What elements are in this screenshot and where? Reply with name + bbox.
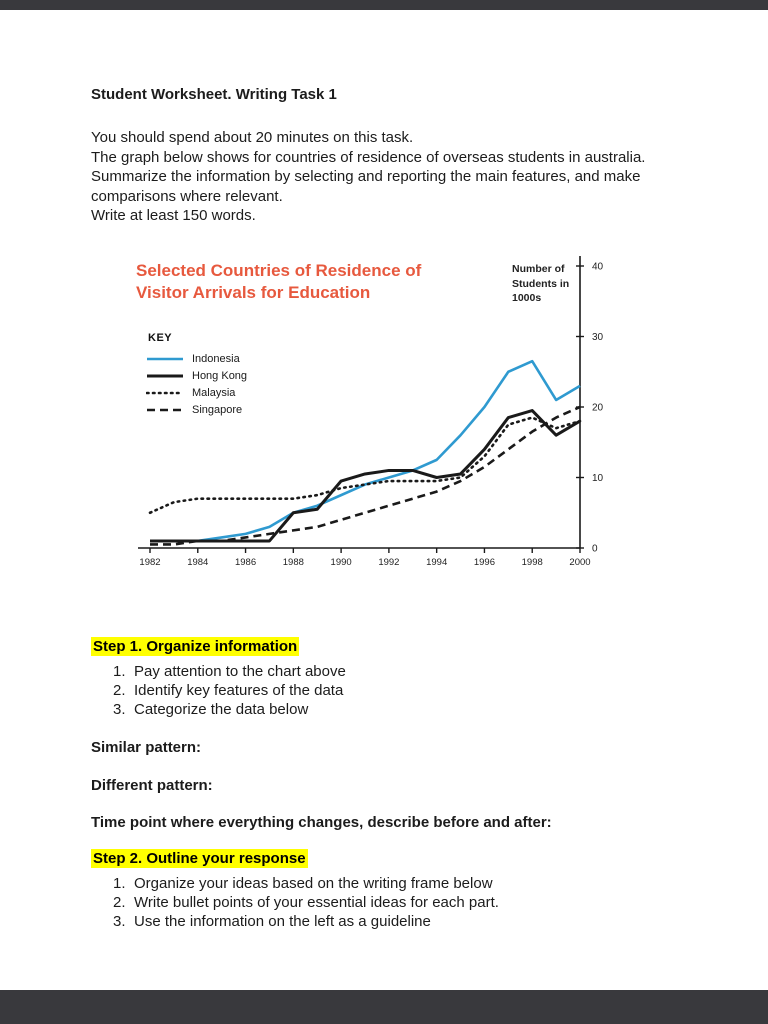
list-item: 2. Identify key features of the data (113, 681, 673, 700)
y-tick-label: 0 (592, 544, 598, 555)
prompt-similar-pattern: Similar pattern: (91, 739, 202, 756)
x-tick-label: 1998 (522, 557, 543, 568)
list-item-number: 1. (113, 875, 126, 892)
x-tick-label: 1996 (474, 557, 495, 568)
x-tick-label: 1982 (139, 557, 160, 568)
x-tick-label: 1994 (426, 557, 447, 568)
chart-canvas: 0 10 20 30 40 1982 1984 1986 1988 1990 1992 1994 199… (138, 256, 604, 568)
chart-y-axis-label: Number of Students in 1000s (512, 263, 570, 305)
y-tick-label: 30 (592, 332, 604, 343)
legend-line-sample (146, 371, 184, 381)
list-item-number: 2. (113, 682, 126, 699)
prompt-time-point: Time point where everything changes, des… (91, 814, 552, 831)
step2-heading-text: Step 2. Outline your response (91, 849, 308, 868)
intro-line: Summarize the information by selecting a… (91, 168, 641, 205)
intro-line: You should spend about 20 minutes on thi… (91, 129, 414, 146)
intro-paragraph: You should spend about 20 minutes on thi… (91, 128, 696, 226)
step2-heading: Step 2. Outline your response (91, 849, 308, 868)
step1-list: 1. Pay attention to the chart above 2. I… (113, 662, 673, 719)
step1-heading: Step 1. Organize information (91, 637, 300, 656)
chart-title-line: Selected Countries of Residence of (136, 261, 422, 280)
chart-figure: 0 10 20 30 40 1982 1984 1986 1988 1990 1992 1994 199… (118, 248, 630, 588)
step1-heading-text: Step 1. Organize information (91, 637, 300, 656)
list-item-text: Use the information on the left as a gui… (134, 913, 431, 930)
chart-legend: Indonesia Hong Kong Malaysia Singapore (146, 350, 247, 418)
series-line-hong-kong (150, 409, 581, 543)
series-line-singapore (150, 405, 581, 546)
legend-row: Indonesia (146, 350, 247, 367)
legend-label: Malaysia (192, 386, 236, 399)
x-tick-label: 1984 (187, 557, 208, 568)
viewer-bottom-bar (0, 990, 768, 1024)
legend-row: Hong Kong (146, 367, 247, 384)
list-item-number: 1. (113, 663, 126, 680)
list-item-number: 3. (113, 913, 126, 930)
list-item: 3. Categorize the data below (113, 700, 673, 719)
legend-line-sample (146, 405, 184, 415)
y-tick-label: 10 (592, 473, 604, 484)
intro-line: Write at least 150 words. (91, 207, 256, 224)
viewer-top-bar (0, 0, 768, 10)
series-line-indonesia (150, 359, 581, 543)
legend-row: Malaysia (146, 384, 247, 401)
intro-line: The graph below shows for countries of r… (91, 148, 646, 166)
x-tick-label: 2000 (569, 557, 590, 568)
series-line-malaysia (148, 416, 582, 515)
page-title: Student Worksheet. Writing Task 1 (91, 86, 337, 103)
legend-label: Indonesia (192, 352, 240, 365)
prompt-different-pattern: Different pattern: (91, 777, 213, 794)
list-item: 2. Write bullet points of your essential… (113, 893, 673, 912)
x-tick-label: 1990 (331, 557, 352, 568)
legend-label: Singapore (192, 403, 243, 416)
list-item-text: Identify key features of the data (134, 682, 344, 699)
list-item: 3. Use the information on the left as a … (113, 912, 673, 931)
list-item-text: Categorize the data below (134, 701, 309, 718)
y-tick-label: 20 (592, 403, 604, 414)
list-item: 1. Pay attention to the chart above (113, 662, 673, 681)
legend-line-sample (146, 388, 184, 398)
x-tick-label: 1986 (235, 557, 256, 568)
legend-line-sample (146, 354, 184, 364)
list-item-text: Organize your ideas based on the writing… (134, 875, 493, 892)
y-tick-label: 40 (592, 262, 604, 273)
list-item-number: 3. (113, 701, 126, 718)
legend-label: Hong Kong (192, 369, 248, 382)
x-tick-label: 1992 (378, 557, 399, 568)
step2-list: 1. Organize your ideas based on the writ… (113, 874, 673, 931)
chart-title-line: Visitor Arrivals for Education (136, 283, 371, 303)
chart-key-label: KEY (148, 332, 173, 344)
list-item-text: Write bullet points of your essential id… (134, 894, 499, 911)
list-item: 1. Organize your ideas based on the writ… (113, 874, 673, 893)
x-tick-label: 1988 (283, 557, 304, 568)
chart-title: Selected Countries of Residence of Visit… (136, 260, 466, 304)
legend-row: Singapore (146, 401, 247, 418)
list-item-number: 2. (113, 894, 126, 911)
list-item-text: Pay attention to the chart above (134, 663, 346, 680)
